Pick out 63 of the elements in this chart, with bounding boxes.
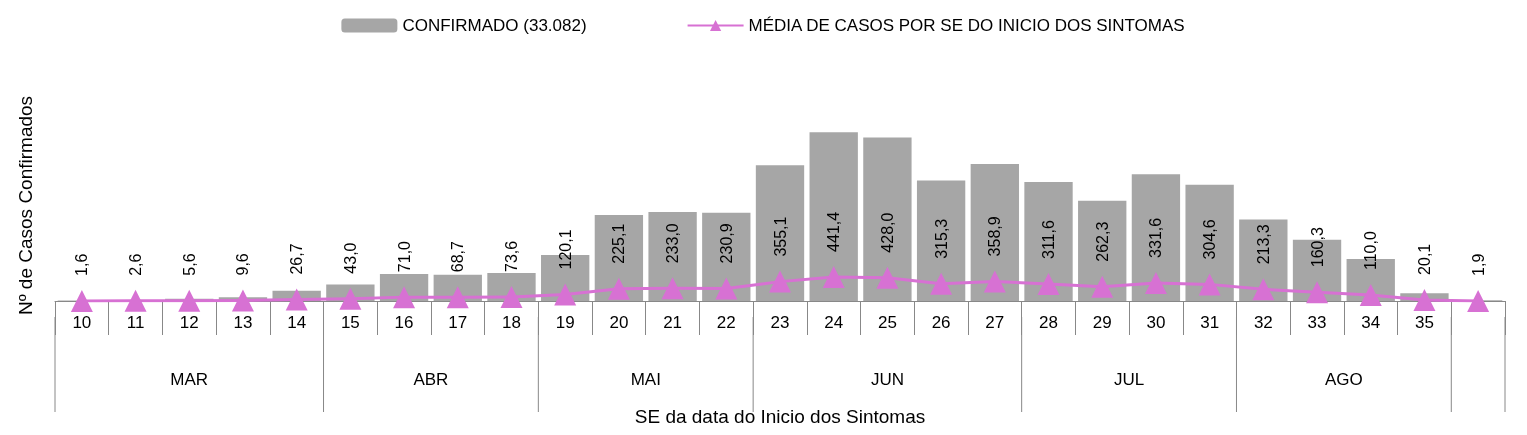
data-label: 1,6 <box>73 253 91 276</box>
x-tick-label: 15 <box>340 313 360 332</box>
text: JUN <box>870 369 904 389</box>
x-tick-label: 32 <box>1253 313 1273 332</box>
x-tick-label: 10 <box>72 313 92 332</box>
data-label: 304,6 <box>1201 219 1219 260</box>
data-label: 20,1 <box>1415 243 1433 275</box>
x-tick-label: 14 <box>287 313 307 332</box>
data-label: 213,3 <box>1254 224 1272 265</box>
x-tick-label: 25 <box>877 313 897 332</box>
data-label: 73,6 <box>502 240 520 272</box>
x-tick-label: 17 <box>448 313 468 332</box>
x-tick-label: 35 <box>1414 313 1434 332</box>
data-label: 26,7 <box>288 243 306 275</box>
data-label: 225,1 <box>610 223 628 264</box>
data-label: 160,3 <box>1308 227 1326 268</box>
x-tick-label: 22 <box>716 313 736 332</box>
data-label: 110,0 <box>1362 231 1380 270</box>
legend-label: CONFIRMADO (33.082) <box>402 16 587 35</box>
text: MAR <box>170 369 209 389</box>
data-label: 71,0 <box>395 240 413 273</box>
data-label: 311,6 <box>1040 220 1058 259</box>
data-label: 2,6 <box>127 253 145 276</box>
data-label: 358,9 <box>986 216 1004 257</box>
x-tick-label: 20 <box>609 313 629 332</box>
text: AGO <box>1324 369 1363 389</box>
x-tick-label: 19 <box>555 313 575 332</box>
x-tick-label: 26 <box>931 313 951 332</box>
data-label: 355,1 <box>771 216 789 257</box>
x-tick-label: 34 <box>1361 313 1381 332</box>
x-tick-label: 13 <box>233 313 253 332</box>
data-label: 441,4 <box>825 211 843 252</box>
x-tick-label: 30 <box>1146 313 1166 332</box>
x-tick-label: 33 <box>1307 313 1327 332</box>
data-label: 120,1 <box>556 229 574 270</box>
x-tick-label: 18 <box>502 313 521 332</box>
legend-label: MÉDIA DE CASOS POR SE DO INICIO DOS SINTOMAS <box>748 16 1185 35</box>
x-tick-label: 11 <box>126 313 145 332</box>
data-label: 233,0 <box>664 223 682 264</box>
y-axis-title: Nº de Casos Confirmados <box>15 95 36 316</box>
text: JUL <box>1113 369 1145 389</box>
x-tick-label: 29 <box>1092 313 1112 332</box>
x-tick-label: 12 <box>179 313 199 332</box>
x-tick-label: 31 <box>1200 313 1220 332</box>
x-tick-label: 24 <box>824 313 844 332</box>
data-label: 315,3 <box>932 218 950 259</box>
data-label: 331,6 <box>1147 217 1165 258</box>
x-axis-title: SE da data do Inicio dos Sintomas <box>634 406 926 427</box>
data-label: 1,9 <box>1469 253 1487 276</box>
x-tick-label: 27 <box>985 313 1005 332</box>
data-label: 428,0 <box>878 212 896 253</box>
x-tick-label: 28 <box>1039 313 1058 332</box>
text: ABR <box>413 369 449 389</box>
data-label: 5,6 <box>180 253 198 276</box>
text: MAI <box>630 369 661 389</box>
data-label: 9,6 <box>234 253 252 276</box>
data-label: 262,3 <box>1093 221 1111 262</box>
x-tick-label: 21 <box>663 313 683 332</box>
x-tick-label: 16 <box>394 313 414 332</box>
data-label: 230,9 <box>717 223 735 264</box>
data-label: 43,0 <box>341 242 359 274</box>
x-tick-label: 23 <box>770 313 790 332</box>
data-label: 68,7 <box>449 241 467 273</box>
